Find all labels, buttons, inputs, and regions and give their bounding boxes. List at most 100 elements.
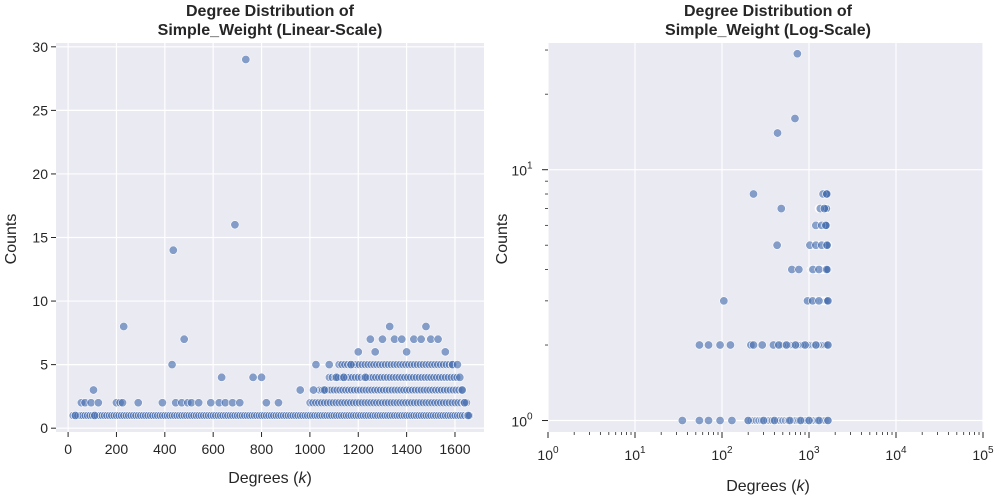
log-data-point	[791, 340, 801, 350]
linear-data-point	[90, 410, 100, 420]
log-data-point	[794, 265, 804, 275]
log-data-point	[757, 340, 767, 350]
log-x-tick-exponent: 3	[814, 445, 820, 456]
log-data-point	[823, 340, 833, 350]
linear-data-point	[457, 385, 467, 395]
log-data-point	[694, 416, 704, 426]
log-x-tick-label: 102	[711, 445, 733, 463]
log-data-point	[823, 416, 833, 426]
linear-x-tick-label: 1200	[343, 441, 374, 457]
log-data-point	[704, 340, 714, 350]
log-data-point	[748, 189, 758, 199]
log-y-axis-label: Counts	[494, 214, 511, 265]
linear-data-point	[421, 321, 431, 331]
linear-data-point	[295, 385, 305, 395]
log-data-point	[769, 416, 779, 426]
linear-x-tick-label: 1000	[294, 441, 325, 457]
linear-x-tick-label: 400	[153, 441, 177, 457]
log-title-line-2: Simple_Weight (Log-Scale)	[665, 22, 871, 39]
linear-data-point	[452, 360, 462, 370]
linear-data-point	[206, 398, 216, 408]
linear-data-point	[339, 372, 349, 382]
log-x-tick-exponent: 4	[901, 445, 907, 456]
log-data-point	[822, 240, 832, 250]
log-y-tick-exponent: 1	[527, 161, 533, 172]
log-points	[677, 49, 833, 426]
linear-data-point	[217, 372, 227, 382]
linear-y-tick-label: 5	[40, 357, 48, 373]
linear-data-point	[377, 334, 387, 344]
log-data-point	[715, 340, 725, 350]
linear-x-tick-label: 0	[64, 441, 72, 457]
log-x-tick-exponent: 0	[553, 445, 559, 456]
log-data-point	[759, 416, 769, 426]
linear-data-point	[463, 410, 473, 420]
log-data-point	[772, 240, 782, 250]
linear-data-point	[168, 245, 178, 255]
log-data-point	[704, 416, 714, 426]
linear-y-tick-label: 10	[32, 293, 48, 309]
log-data-point	[694, 340, 704, 350]
linear-x-axis-label: Degrees (k)	[228, 470, 312, 487]
linear-data-point	[230, 220, 240, 230]
log-data-point	[804, 416, 814, 426]
linear-y-tick-label: 20	[32, 166, 48, 182]
linear-data-point	[248, 372, 258, 382]
linear-data-point	[385, 321, 395, 331]
log-data-point	[719, 296, 729, 306]
linear-ticks: 0 200 400 600 800 1000 1200 1400 1600 0 5 10 15 20 25 3…	[32, 39, 470, 457]
log-y-tick-label: 101	[511, 161, 533, 179]
log-y-tick-base: 10	[511, 163, 527, 179]
log-data-point	[796, 416, 806, 426]
log-data-point	[792, 49, 802, 59]
log-x-tick-base: 10	[711, 447, 727, 463]
log-data-point	[790, 114, 800, 124]
log-x-tick-exponent: 1	[640, 445, 646, 456]
log-x-tick-exponent: 2	[727, 445, 733, 456]
linear-data-point	[397, 334, 407, 344]
log-data-point	[814, 296, 824, 306]
log-x-tick-label: 100	[537, 445, 559, 463]
log-data-point	[677, 416, 687, 426]
log-x-tick-exponent: 5	[988, 445, 994, 456]
log-x-tick-label: 103	[798, 445, 820, 463]
log-data-point	[774, 340, 784, 350]
linear-x-tick-label: 800	[250, 441, 274, 457]
log-plot-background	[548, 43, 983, 432]
linear-data-point	[311, 360, 321, 370]
log-data-point	[773, 128, 783, 138]
linear-data-point	[257, 372, 267, 382]
log-data-point	[822, 265, 832, 275]
log-data-point	[781, 340, 791, 350]
linear-title-line-2: Simple_Weight (Linear-Scale)	[158, 22, 383, 39]
linear-data-point	[167, 360, 177, 370]
linear-data-point	[88, 385, 98, 395]
linear-data-point	[416, 334, 426, 344]
linear-data-point	[179, 334, 189, 344]
log-x-tick-label: 101	[624, 445, 646, 463]
linear-data-point	[353, 347, 363, 357]
linear-points	[68, 55, 474, 420]
log-x-tick-label: 104	[885, 445, 907, 463]
linear-data-point	[324, 360, 334, 370]
linear-data-point	[93, 398, 103, 408]
linear-x-tick-label: 200	[105, 441, 129, 457]
log-data-point	[811, 340, 821, 350]
log-data-point	[814, 265, 824, 275]
log-data-point	[822, 189, 832, 199]
linear-data-point	[402, 347, 412, 357]
linear-data-point	[361, 372, 371, 382]
log-data-point	[814, 416, 824, 426]
linear-x-tick-label: 600	[201, 441, 225, 457]
log-x-tick-base: 10	[972, 447, 988, 463]
linear-data-point	[433, 334, 443, 344]
linear-data-point	[117, 398, 127, 408]
linear-data-point	[133, 398, 143, 408]
linear-data-point	[261, 398, 271, 408]
log-data-point	[785, 416, 795, 426]
log-x-tick-base: 10	[537, 447, 553, 463]
linear-data-point	[365, 334, 375, 344]
